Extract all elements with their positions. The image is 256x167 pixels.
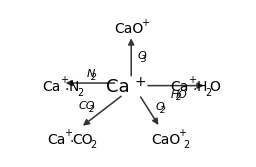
Text: O: O <box>178 90 187 100</box>
Text: 2: 2 <box>89 105 94 114</box>
Text: .: . <box>193 79 197 93</box>
Text: CaO: CaO <box>114 22 143 36</box>
Text: +: + <box>134 75 146 89</box>
Text: H: H <box>196 80 207 94</box>
Text: 2: 2 <box>91 73 97 82</box>
Text: O: O <box>209 80 220 94</box>
Text: 2: 2 <box>183 140 189 150</box>
Text: Ca: Ca <box>170 80 189 94</box>
Text: H: H <box>171 90 179 100</box>
Text: CaO: CaO <box>151 133 180 147</box>
Text: 2: 2 <box>206 88 212 98</box>
Text: Ca: Ca <box>43 80 61 94</box>
Text: O: O <box>137 51 146 61</box>
Text: +: + <box>64 128 72 138</box>
Text: N: N <box>68 80 79 94</box>
Text: CO: CO <box>79 101 95 111</box>
Text: 2: 2 <box>159 106 165 115</box>
Text: N: N <box>86 69 95 79</box>
Text: +: + <box>178 128 186 138</box>
Text: 2: 2 <box>78 88 84 98</box>
Text: +: + <box>188 75 196 86</box>
Text: CO: CO <box>72 133 92 147</box>
Text: 3: 3 <box>141 55 146 64</box>
Text: +: + <box>60 75 68 86</box>
Text: +: + <box>141 18 149 28</box>
Text: Ca: Ca <box>105 78 129 96</box>
Text: Ca: Ca <box>47 133 66 147</box>
Text: .: . <box>65 79 69 93</box>
Text: 2: 2 <box>176 93 181 102</box>
Text: .: . <box>69 131 73 145</box>
Text: 2: 2 <box>90 140 96 150</box>
Text: O: O <box>156 103 165 113</box>
